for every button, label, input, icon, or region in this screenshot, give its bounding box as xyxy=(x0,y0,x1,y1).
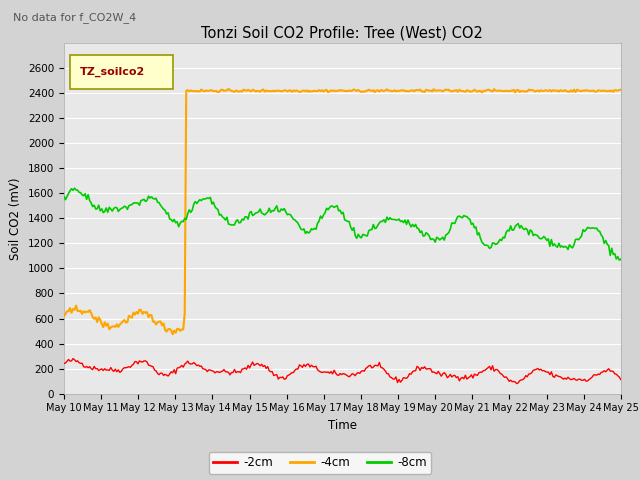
X-axis label: Time: Time xyxy=(328,419,357,432)
Y-axis label: Soil CO2 (mV): Soil CO2 (mV) xyxy=(10,177,22,260)
Text: No data for f_CO2W_4: No data for f_CO2W_4 xyxy=(13,12,136,23)
Title: Tonzi Soil CO2 Profile: Tree (West) CO2: Tonzi Soil CO2 Profile: Tree (West) CO2 xyxy=(202,25,483,41)
Legend: -2cm, -4cm, -8cm: -2cm, -4cm, -8cm xyxy=(209,452,431,474)
Text: TZ_soilco2: TZ_soilco2 xyxy=(79,67,145,77)
FancyBboxPatch shape xyxy=(70,56,173,89)
